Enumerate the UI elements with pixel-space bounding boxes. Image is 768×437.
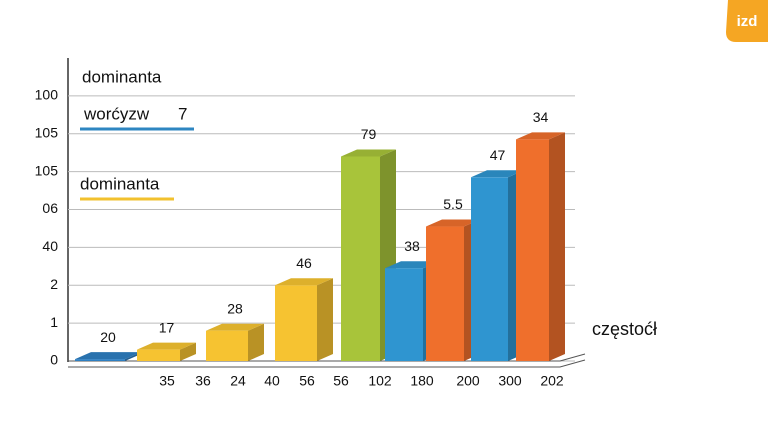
x-tick-label: 56 [333, 373, 349, 389]
x-tick-label: 40 [264, 373, 280, 389]
bar [275, 285, 317, 361]
value-label: 34 [533, 109, 549, 125]
bar [516, 139, 549, 361]
value-label: 20 [100, 329, 116, 345]
legend-label: worćyzw [83, 104, 150, 123]
value-label: 38 [404, 238, 420, 254]
value-label: 5.5 [443, 196, 463, 212]
bar-top [275, 278, 333, 286]
x-axis-label: częstoćł [592, 319, 657, 339]
badge-bg [726, 0, 768, 42]
bar [341, 156, 380, 361]
x-tick-label: 24 [230, 373, 246, 389]
value-label: 46 [296, 255, 312, 271]
x-tick-label: 300 [498, 373, 522, 389]
y-tick-label: 06 [42, 200, 58, 216]
badge: izd [737, 13, 758, 30]
bar-side [549, 132, 565, 361]
bar-top [75, 352, 141, 360]
value-label: 47 [490, 147, 506, 163]
bar [137, 349, 180, 361]
y-tick-label: 1 [50, 314, 58, 330]
bar-top [206, 323, 264, 331]
bar-top [341, 149, 396, 157]
x-tick-label: 36 [195, 373, 211, 389]
bar-side [180, 342, 196, 361]
x-tick-label: 180 [410, 373, 434, 389]
bar-top [471, 170, 524, 178]
value-label: 28 [227, 300, 243, 316]
y-tick-label: 105 [35, 124, 59, 140]
bar-side [248, 323, 264, 361]
value-label: 79 [361, 126, 377, 142]
x-tick-label: 200 [456, 373, 480, 389]
bar [471, 177, 508, 361]
bar-top [516, 132, 565, 140]
y-tick-label: 2 [50, 276, 58, 292]
bar-top [137, 342, 196, 350]
bar [206, 330, 248, 361]
value-label: 17 [159, 319, 175, 335]
y-tick-label: 105 [35, 162, 59, 178]
legend-value: 7 [178, 104, 187, 123]
bar [426, 226, 464, 361]
y-tick-label: 100 [35, 87, 59, 103]
x-tick-label: 202 [540, 373, 564, 389]
y-tick-label: 40 [42, 238, 58, 254]
bar [75, 359, 125, 361]
chart-title: dominanta [82, 67, 162, 86]
x-tick-label: 102 [368, 373, 392, 389]
bar-top [426, 219, 480, 227]
legend-label: dominanta [80, 174, 160, 193]
bar [385, 268, 423, 361]
bar-side [317, 278, 333, 361]
x-tick-label: 35 [159, 373, 175, 389]
x-tick-label: 56 [299, 373, 315, 389]
y-tick-label: 0 [50, 352, 58, 368]
bar-top [385, 261, 439, 269]
